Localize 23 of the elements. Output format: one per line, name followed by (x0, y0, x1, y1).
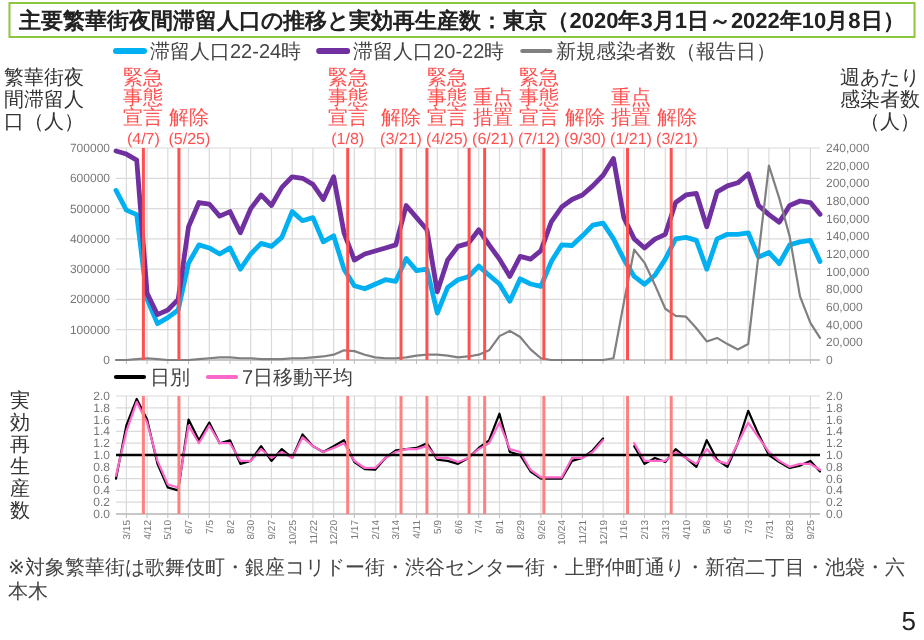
chart-title: 主要繁華街夜間滞留人口の推移と実効再生産数：東京（2020年3月1日～2022年10月8日） (17, 8, 905, 34)
legend-label: 滞留人口22-24時 (150, 40, 302, 64)
y2-axis-title: 週あたり感染者数（人） (840, 68, 920, 134)
legend-label: 日別 (150, 368, 190, 390)
ref-line-label: 緊急事態宣言(4/25) (426, 66, 469, 148)
ref-line-label: 重点措置(1/21) (610, 86, 653, 148)
text: ※対象繁華街は歌舞伎町・銀座コリドー街・渋谷センター街・上野仲町通り・新宿二丁目・池袋・六本木 (8, 556, 905, 604)
line-series (113, 188, 823, 327)
legend-label: 新規感染者数（報告日） (556, 40, 777, 64)
text: 5 (901, 606, 916, 636)
ref-line-label: 緊急事態宣言(4/7) (123, 66, 164, 148)
y-axis-title: 実効再生産数 (10, 389, 30, 523)
ref-line-label: 解除(5/25) (168, 106, 211, 148)
ref-line-label: 緊急事態宣言(7/12) (518, 66, 561, 148)
ref-line-label: 解除(3/21) (656, 106, 699, 148)
ref-line-label: 緊急事態宣言(1/8) (327, 66, 368, 148)
ref-line-label: 重点措置(6/21) (472, 86, 515, 148)
ref-line-label: 解除(3/21) (380, 106, 423, 148)
y-axis-title: 繁華街夜間滞留人口（人） (4, 66, 84, 134)
ref-line-label: 解除(9/30) (564, 106, 607, 148)
legend-label: 7日移動平均 (242, 366, 354, 390)
line-series (113, 148, 823, 317)
legend-label: 滞留人口20-22時 (353, 40, 505, 64)
